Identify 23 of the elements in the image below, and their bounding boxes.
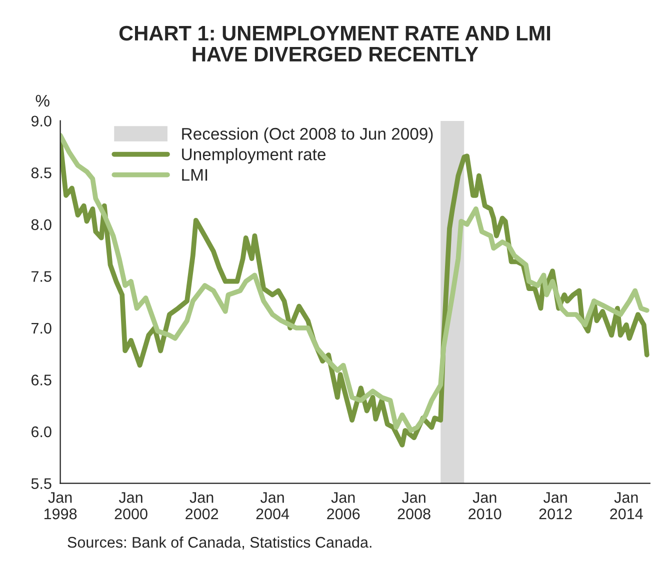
y-tick-label: 7.0 xyxy=(32,322,52,334)
y-axis-title: % xyxy=(36,94,50,107)
x-tick-label: Jan 2000 xyxy=(114,492,148,520)
y-tick-label: 7.5 xyxy=(32,271,52,282)
y-tick-label: 6.0 xyxy=(32,426,52,438)
x-tick-label: Jan 2002 xyxy=(186,492,218,520)
y-tick-label: 8.0 xyxy=(31,219,52,230)
y-tick-label: 9.0 xyxy=(31,116,52,127)
y-tick-label: 6.5 xyxy=(32,374,52,386)
x-tick-label: Jan 2010 xyxy=(468,492,502,520)
x-tick-label: Jan 2006 xyxy=(327,492,360,520)
band-label: Recession (Oct 2008 to Jun 2009) xyxy=(182,127,433,144)
x-tick-label: Jan 2012 xyxy=(539,492,572,520)
x-tick-label: Jan 1998 xyxy=(44,492,77,520)
y-tick-label: 8.5 xyxy=(31,167,52,178)
y-tick-label: 5.5 xyxy=(31,478,52,490)
legend-label: LMI xyxy=(182,169,208,181)
chart-title: CHART 1: UNEMPLOYMENT RATE AND LMI HAVE DIVERGED RECENTLY xyxy=(119,26,550,62)
source-note: Sources: Bank of Canada, Statistics Canada. xyxy=(68,536,372,550)
x-tick-label: Jan 2004 xyxy=(256,492,290,520)
legend-label: Unemployment rate xyxy=(182,148,326,164)
x-tick-label: Jan 2014 xyxy=(610,492,643,520)
x-tick-label: Jan 2008 xyxy=(398,492,430,520)
